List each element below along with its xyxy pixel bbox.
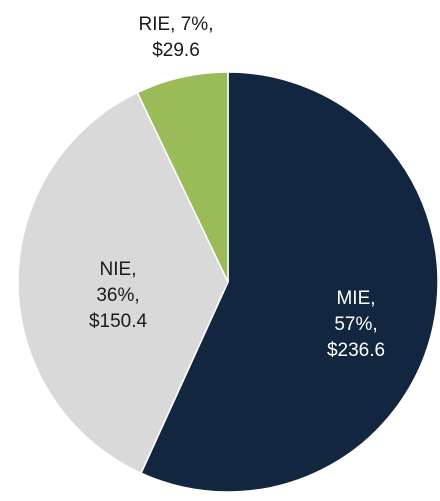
pie-slice <box>140 71 439 493</box>
pie-slice <box>136 71 229 283</box>
pie-slice <box>17 91 229 475</box>
data-label: MIE, 57%, $236.6 <box>326 288 386 361</box>
data-label: NIE, 36%, $150.4 <box>88 259 148 332</box>
data-label: RIE, 7%, $29.6 <box>138 14 214 61</box>
